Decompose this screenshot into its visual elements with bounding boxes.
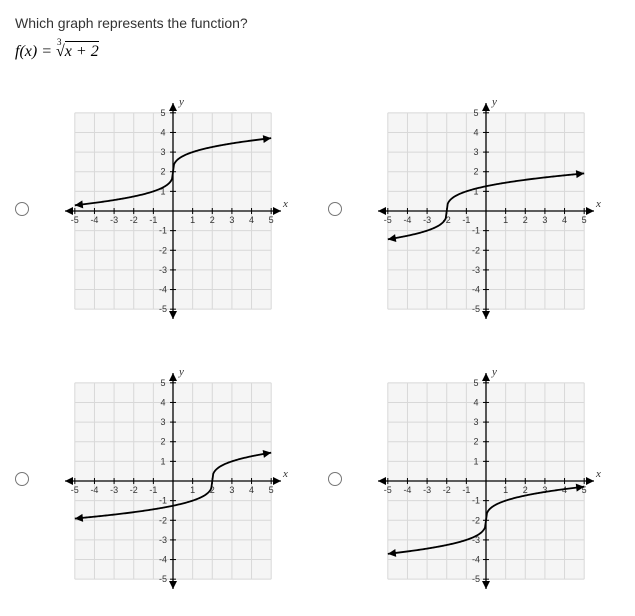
radio-d[interactable] bbox=[328, 472, 342, 486]
svg-text:2: 2 bbox=[161, 167, 166, 177]
svg-text:4: 4 bbox=[161, 127, 166, 137]
svg-text:-3: -3 bbox=[159, 535, 167, 545]
svg-text:3: 3 bbox=[230, 215, 235, 225]
svg-text:-2: -2 bbox=[472, 515, 480, 525]
svg-text:-2: -2 bbox=[472, 245, 480, 255]
svg-text:-3: -3 bbox=[423, 485, 431, 495]
svg-text:2: 2 bbox=[473, 437, 478, 447]
svg-text:4: 4 bbox=[473, 397, 478, 407]
graph-c: -5-5-4-4-3-3-2-2-1-11122334455xy bbox=[39, 361, 308, 601]
svg-text:5: 5 bbox=[269, 215, 274, 225]
svg-text:2: 2 bbox=[523, 485, 528, 495]
svg-text:2: 2 bbox=[523, 215, 528, 225]
radio-c[interactable] bbox=[15, 472, 29, 486]
svg-text:-2: -2 bbox=[442, 485, 450, 495]
svg-text:-3: -3 bbox=[423, 215, 431, 225]
svg-text:4: 4 bbox=[562, 215, 567, 225]
svg-text:-4: -4 bbox=[403, 485, 411, 495]
svg-text:-1: -1 bbox=[159, 226, 167, 236]
svg-text:5: 5 bbox=[473, 108, 478, 118]
svg-text:1: 1 bbox=[161, 456, 166, 466]
svg-text:-1: -1 bbox=[472, 226, 480, 236]
svg-text:-3: -3 bbox=[472, 265, 480, 275]
svg-text:-4: -4 bbox=[403, 215, 411, 225]
svg-text:y: y bbox=[178, 96, 184, 108]
svg-text:-5: -5 bbox=[159, 574, 167, 584]
svg-text:2: 2 bbox=[210, 215, 215, 225]
svg-text:-4: -4 bbox=[159, 555, 167, 565]
svg-text:4: 4 bbox=[249, 215, 254, 225]
svg-text:3: 3 bbox=[161, 147, 166, 157]
svg-text:x: x bbox=[595, 468, 601, 480]
svg-text:4: 4 bbox=[473, 127, 478, 137]
option-b: -5-5-4-4-3-3-2-2-1-11122334455xy bbox=[328, 91, 621, 331]
svg-text:x: x bbox=[595, 198, 601, 210]
svg-text:-1: -1 bbox=[150, 485, 158, 495]
svg-text:5: 5 bbox=[161, 108, 166, 118]
svg-text:2: 2 bbox=[161, 437, 166, 447]
svg-text:-3: -3 bbox=[159, 265, 167, 275]
svg-text:-4: -4 bbox=[472, 285, 480, 295]
svg-text:1: 1 bbox=[190, 485, 195, 495]
svg-text:-3: -3 bbox=[110, 485, 118, 495]
svg-text:3: 3 bbox=[473, 417, 478, 427]
svg-text:-4: -4 bbox=[159, 285, 167, 295]
option-d: -5-5-4-4-3-3-2-2-1-11122334455xy bbox=[328, 361, 621, 601]
svg-text:1: 1 bbox=[503, 215, 508, 225]
svg-text:-1: -1 bbox=[150, 215, 158, 225]
svg-text:-2: -2 bbox=[130, 485, 138, 495]
graph-d: -5-5-4-4-3-3-2-2-1-11122334455xy bbox=[352, 361, 621, 601]
svg-text:-2: -2 bbox=[159, 515, 167, 525]
svg-text:1: 1 bbox=[503, 485, 508, 495]
svg-text:-4: -4 bbox=[472, 555, 480, 565]
svg-text:-1: -1 bbox=[462, 215, 470, 225]
svg-text:-3: -3 bbox=[110, 215, 118, 225]
radio-b[interactable] bbox=[328, 202, 342, 216]
svg-text:y: y bbox=[491, 366, 497, 378]
svg-text:-1: -1 bbox=[462, 485, 470, 495]
svg-text:5: 5 bbox=[161, 378, 166, 388]
svg-text:4: 4 bbox=[249, 485, 254, 495]
svg-text:-4: -4 bbox=[91, 215, 99, 225]
svg-text:3: 3 bbox=[542, 485, 547, 495]
svg-text:3: 3 bbox=[230, 485, 235, 495]
svg-text:3: 3 bbox=[473, 147, 478, 157]
svg-text:-2: -2 bbox=[130, 215, 138, 225]
svg-text:3: 3 bbox=[161, 417, 166, 427]
svg-text:-1: -1 bbox=[159, 496, 167, 506]
svg-text:3: 3 bbox=[542, 215, 547, 225]
svg-text:-5: -5 bbox=[159, 304, 167, 314]
svg-text:-2: -2 bbox=[159, 245, 167, 255]
radio-a[interactable] bbox=[15, 202, 29, 216]
option-c: -5-5-4-4-3-3-2-2-1-11122334455xy bbox=[15, 361, 308, 601]
option-a: -5-5-4-4-3-3-2-2-1-11122334455xy bbox=[15, 91, 308, 331]
svg-text:-5: -5 bbox=[384, 485, 392, 495]
svg-text:4: 4 bbox=[161, 397, 166, 407]
question-text: Which graph represents the function? bbox=[15, 15, 620, 31]
svg-text:-5: -5 bbox=[472, 574, 480, 584]
svg-text:-5: -5 bbox=[71, 215, 79, 225]
svg-text:-4: -4 bbox=[91, 485, 99, 495]
svg-text:1: 1 bbox=[190, 215, 195, 225]
options-grid: -5-5-4-4-3-3-2-2-1-11122334455xy -5-5-4-… bbox=[15, 91, 620, 601]
svg-text:5: 5 bbox=[473, 378, 478, 388]
svg-text:y: y bbox=[491, 96, 497, 108]
svg-text:x: x bbox=[282, 198, 288, 210]
svg-text:-5: -5 bbox=[472, 304, 480, 314]
function-formula: f(x) = 3 √x + 2 bbox=[15, 43, 620, 61]
svg-text:x: x bbox=[282, 468, 288, 480]
svg-text:-5: -5 bbox=[71, 485, 79, 495]
svg-text:1: 1 bbox=[473, 456, 478, 466]
svg-text:5: 5 bbox=[581, 215, 586, 225]
svg-text:5: 5 bbox=[269, 485, 274, 495]
svg-text:-1: -1 bbox=[472, 496, 480, 506]
svg-text:y: y bbox=[178, 366, 184, 378]
svg-text:-5: -5 bbox=[384, 215, 392, 225]
svg-text:2: 2 bbox=[473, 167, 478, 177]
graph-a: -5-5-4-4-3-3-2-2-1-11122334455xy bbox=[39, 91, 308, 331]
graph-b: -5-5-4-4-3-3-2-2-1-11122334455xy bbox=[352, 91, 621, 331]
